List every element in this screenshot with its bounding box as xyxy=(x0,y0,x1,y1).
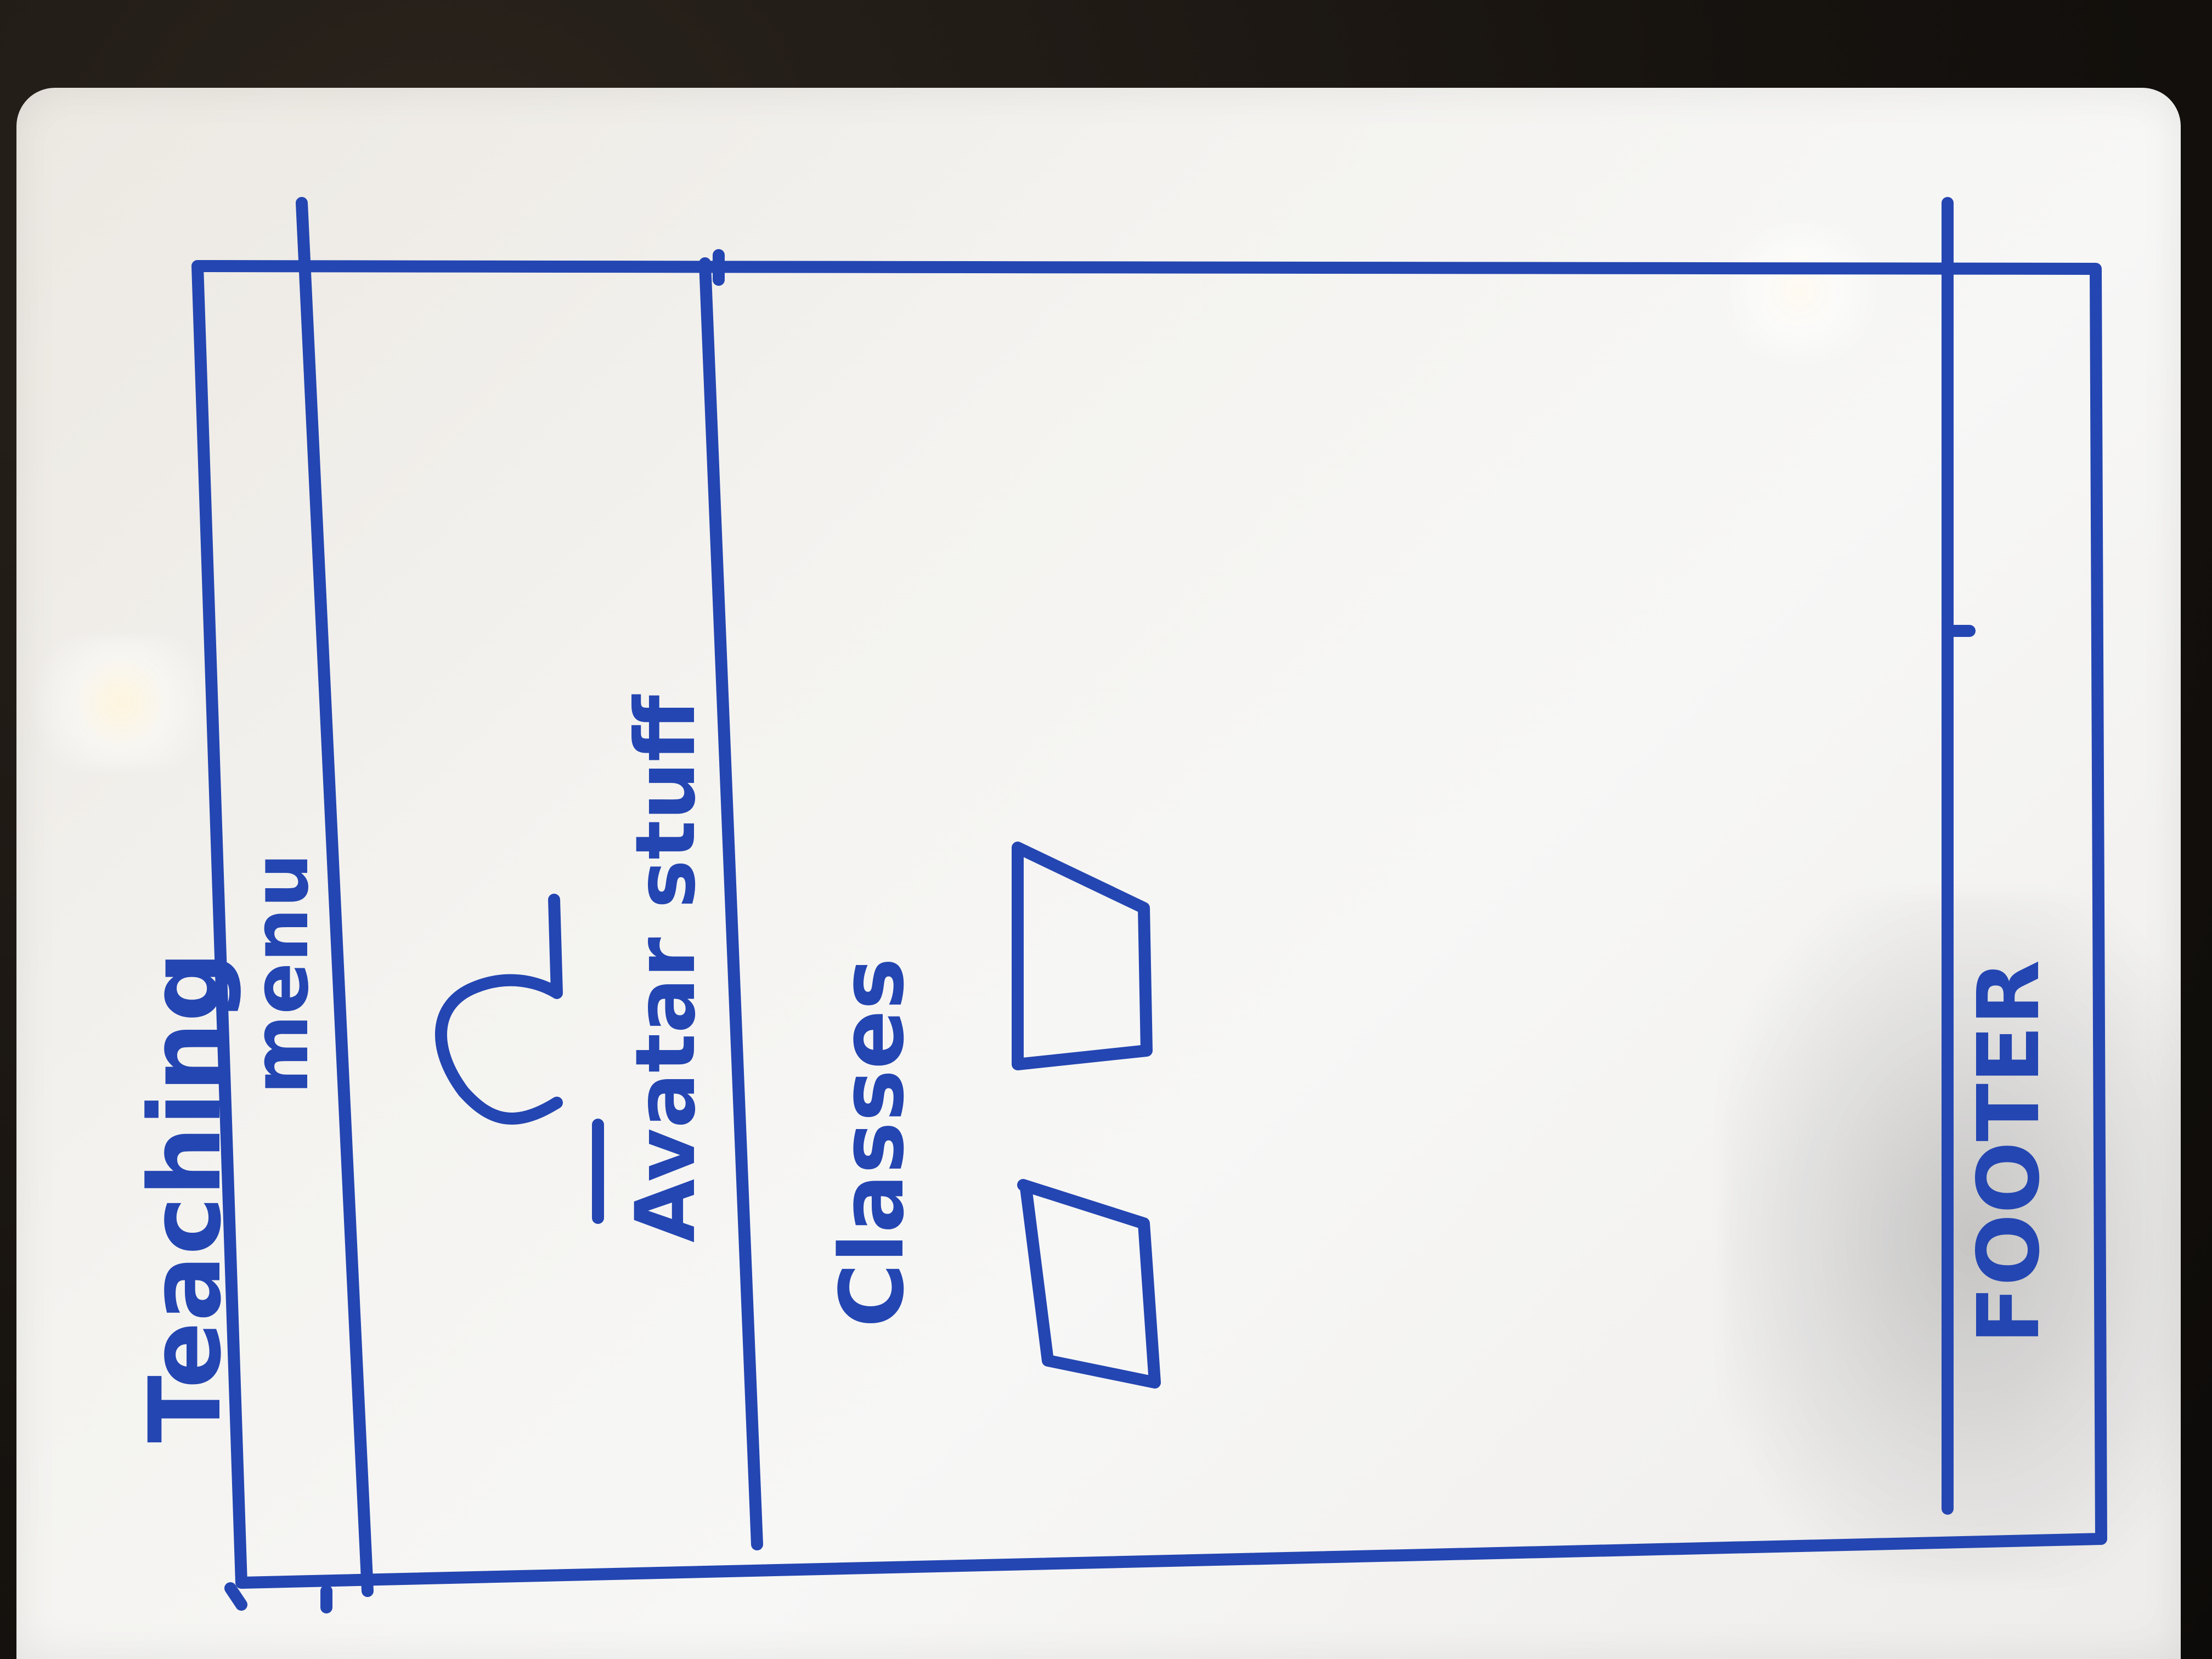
page-outline xyxy=(191,260,2107,1589)
whiteboard: Teaching menu Avatar stuff Classes FOOTE… xyxy=(16,88,2181,1659)
class-card-icon-2 xyxy=(1017,1179,1161,1389)
board-glare-left xyxy=(16,636,225,768)
avatar-divider xyxy=(699,257,763,1550)
avatar-label: Avatar stuff xyxy=(618,694,714,1243)
menu-label: menu xyxy=(236,853,326,1094)
classes-label: Classes xyxy=(821,958,923,1328)
teaching-label: Teaching xyxy=(128,951,243,1443)
menu-divider xyxy=(296,197,374,1597)
class-card-icon-1 xyxy=(1012,842,1153,1070)
footer-label: FOOTER xyxy=(1959,960,2058,1344)
board-glare-top xyxy=(1706,219,1893,362)
wireframe-svg: Teaching menu Avatar stuff Classes FOOTE… xyxy=(128,197,2107,1613)
frame-tick-1 xyxy=(224,1582,247,1611)
avatar-icon xyxy=(435,894,563,1125)
